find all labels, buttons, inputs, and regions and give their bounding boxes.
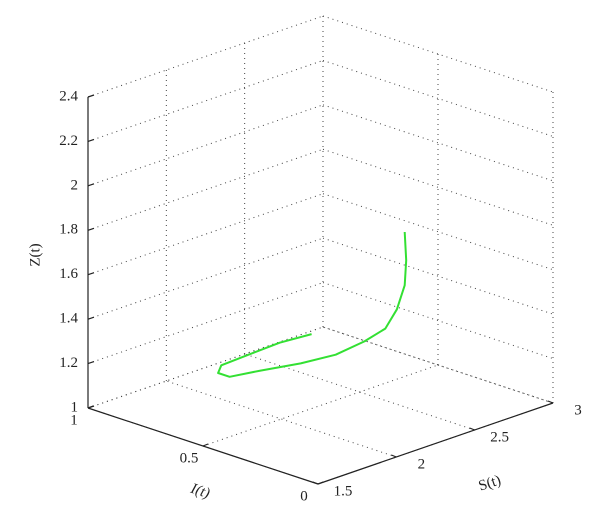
- z-tick-label: 2: [71, 177, 79, 193]
- z-tick: [87, 138, 95, 142]
- z-tick-label: 2.4: [59, 88, 78, 104]
- z-tick-label: 1: [71, 399, 79, 415]
- x-tick-label: 3: [574, 402, 582, 418]
- x-tick: [312, 481, 319, 485]
- z-tick: [87, 272, 95, 276]
- grid-line: [87, 326, 324, 409]
- grid-line: [87, 104, 324, 187]
- x-tick: [391, 454, 397, 458]
- x-axis-label: S(t): [477, 472, 503, 494]
- z-tick: [87, 183, 95, 187]
- x-tick-label: 2: [418, 456, 426, 472]
- z-tick: [87, 227, 95, 231]
- y-axis-label: I(t): [188, 481, 212, 502]
- z-tick: [87, 94, 95, 98]
- y-tick-label: 0.5: [180, 450, 199, 466]
- x-axis: [317, 402, 554, 485]
- y-tick: [202, 443, 209, 447]
- grid-line: [322, 59, 554, 137]
- z-tick-label: 1.6: [59, 266, 78, 282]
- grid-line: [322, 15, 554, 93]
- y-tick: [317, 481, 324, 485]
- z-tick-label: 1.4: [59, 311, 78, 327]
- grid-line: [87, 15, 324, 98]
- z-tick: [87, 361, 95, 365]
- grid-line: [322, 148, 554, 226]
- x-tick: [547, 400, 554, 404]
- y-tick-label: 1: [70, 412, 78, 428]
- y-tick: [87, 405, 94, 409]
- grid-line: [322, 237, 554, 315]
- x-tick: [469, 427, 475, 431]
- grid-line: [322, 326, 554, 404]
- z-tick-label: 1.2: [59, 355, 78, 371]
- grid-line: [87, 193, 324, 276]
- grid-line: [322, 193, 554, 271]
- trajectory: [217, 231, 408, 378]
- z-tick: [87, 316, 95, 320]
- grid-line: [87, 148, 324, 231]
- z-axis-label: Z(t): [27, 243, 43, 266]
- x-tick-label: 1.5: [334, 483, 353, 499]
- grid-line: [202, 364, 439, 447]
- y-tick-label: 0: [300, 488, 308, 504]
- grid-line: [322, 104, 554, 182]
- grid-line: [322, 326, 554, 404]
- grid-line: [87, 237, 324, 320]
- grid-line: [87, 326, 324, 409]
- x-tick-label: 2.5: [490, 429, 509, 445]
- grid-line: [87, 59, 324, 142]
- grid-line: [322, 282, 554, 360]
- z-tick-label: 2.2: [59, 133, 78, 149]
- grid-line: [166, 380, 397, 458]
- grid-line: [244, 353, 475, 431]
- z-tick-label: 1.8: [59, 222, 78, 238]
- grid-line: [87, 282, 324, 365]
